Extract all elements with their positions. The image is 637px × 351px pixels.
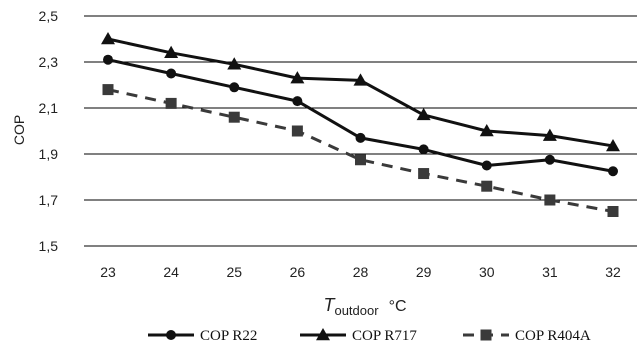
y-tick-label: 2,3 [39, 54, 59, 70]
data-point [607, 206, 619, 217]
data-point [355, 154, 366, 166]
legend-label: COP R22 [200, 328, 257, 344]
data-point [481, 180, 493, 192]
data-point [418, 168, 430, 180]
x-tick-label: 26 [290, 264, 306, 280]
series-cop-r404a [102, 84, 619, 217]
x-tick-label: 30 [479, 264, 495, 280]
data-point [290, 71, 305, 84]
legend-item: COP R22 [148, 328, 257, 344]
y-tick-label: 1,9 [39, 146, 59, 162]
data-point [165, 97, 177, 109]
legend-label: COP R404A [515, 328, 591, 344]
x-tick-label: 29 [416, 264, 432, 280]
series-cop-r717 [101, 32, 620, 152]
legend: COP R22 COP R717 COP R404A [148, 328, 591, 344]
data-point [416, 107, 431, 121]
data-point [418, 144, 429, 155]
y-tick-label: 2,5 [39, 8, 59, 24]
data-point [227, 57, 242, 70]
x-tick-label: 28 [353, 264, 369, 280]
data-point [479, 124, 494, 137]
data-point [166, 68, 177, 79]
data-point [103, 54, 113, 65]
y-tick-label: 1,7 [39, 192, 59, 208]
x-axis-label-symbol: T [323, 295, 336, 315]
y-tick-label: 2,1 [39, 100, 59, 116]
y-axis-label: COP [11, 115, 27, 145]
data-point [606, 138, 620, 152]
series-line [107, 37, 614, 148]
data-point [229, 82, 240, 93]
data-point [608, 166, 618, 177]
series-line [107, 88, 614, 213]
data-point [292, 96, 303, 107]
data-point [102, 84, 114, 96]
data-point [101, 32, 115, 45]
y-axis-ticks: 1,5 1,7 1,9 2,1 2,3 2,5 [39, 8, 59, 254]
legend-marker [316, 328, 330, 341]
data-point [355, 132, 366, 143]
data-point [542, 128, 557, 141]
x-tick-label: 24 [163, 264, 179, 280]
x-tick-label: 25 [226, 264, 242, 280]
data-point [291, 125, 303, 137]
data-point [353, 73, 368, 86]
legend-item: COP R717 [300, 328, 417, 344]
x-tick-label: 23 [100, 264, 116, 280]
legend-marker [166, 330, 176, 340]
x-axis-ticks: 23 24 25 26 28 29 30 31 32 [100, 264, 621, 280]
legend-label: COP R717 [352, 328, 417, 344]
series-cop-r22 [103, 54, 618, 177]
x-axis-label-unit: °C [389, 298, 407, 315]
x-axis-label-subscript: outdoor [334, 303, 379, 318]
data-point [544, 154, 555, 165]
legend-item: COP R404A [463, 328, 591, 344]
data-point [164, 45, 179, 59]
data-point [481, 160, 492, 171]
data-point [544, 194, 556, 206]
data-point [228, 111, 240, 123]
series-group [101, 32, 620, 217]
x-tick-label: 32 [605, 264, 621, 280]
x-tick-label: 31 [542, 264, 558, 280]
legend-marker [480, 329, 492, 341]
x-axis-label: Toutdoor °C [323, 295, 406, 318]
y-tick-label: 1,5 [39, 238, 59, 254]
